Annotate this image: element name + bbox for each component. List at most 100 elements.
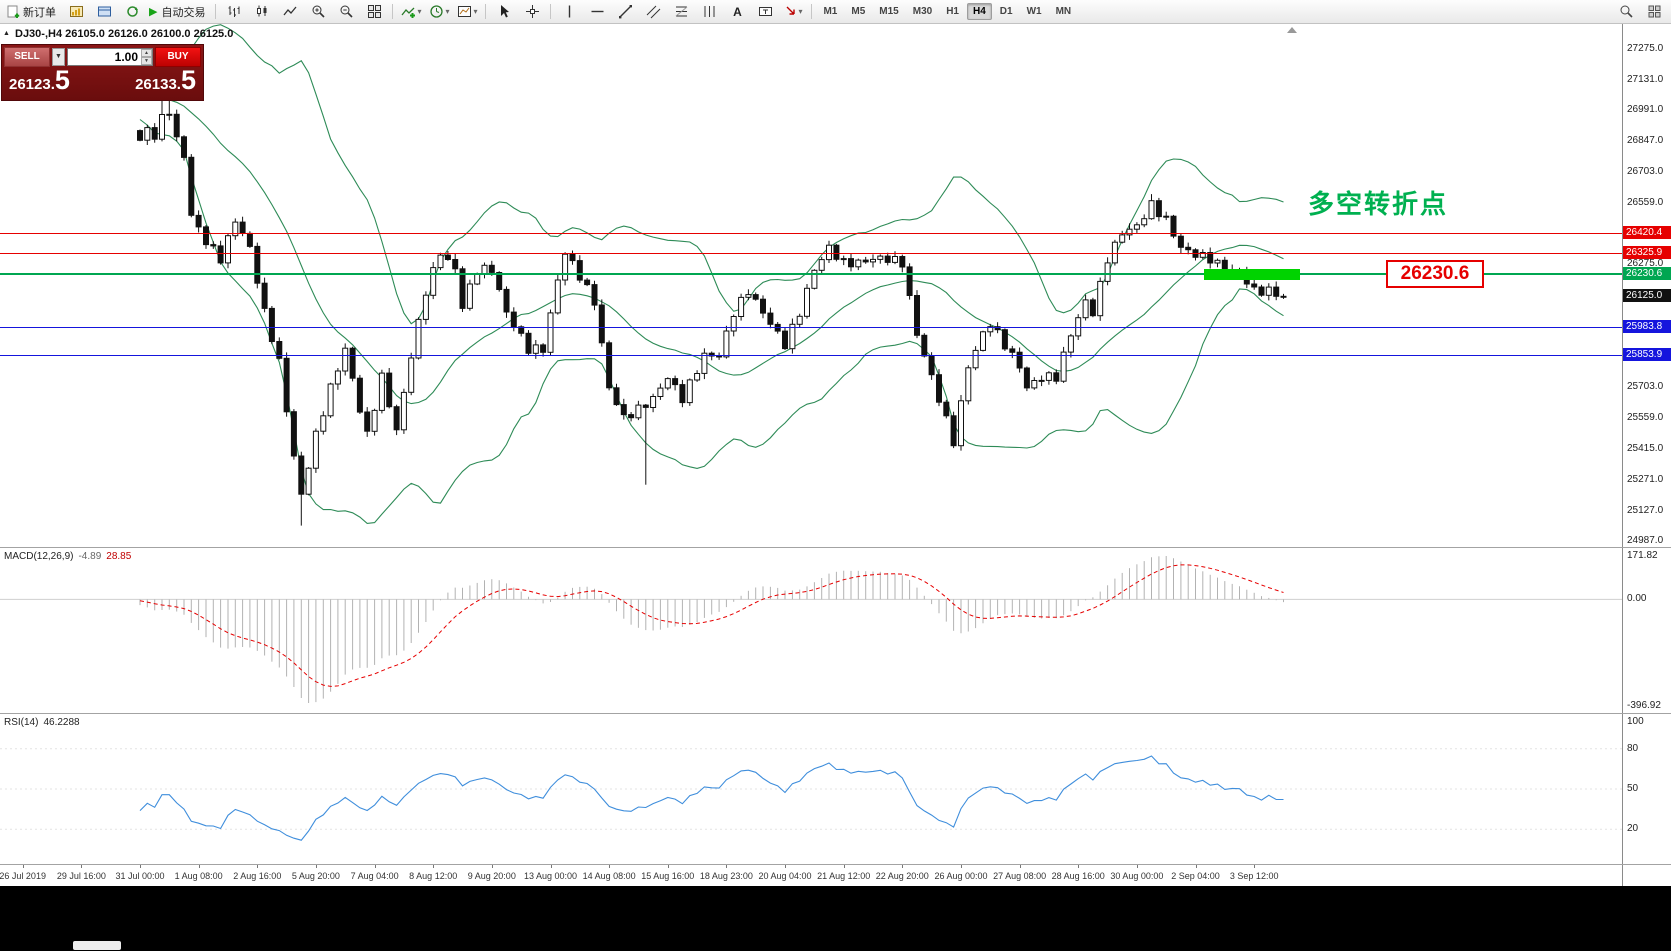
volume-dropdown-icon[interactable]: ▼ [52, 47, 65, 66]
cursor-tool-button[interactable] [490, 1, 518, 23]
arrows-icon [784, 5, 797, 18]
profiles-button[interactable] [90, 1, 118, 23]
price-callout-label[interactable]: 26230.6 [1386, 259, 1484, 288]
time-axis-tick [902, 865, 904, 868]
taskbar-search-box[interactable] [73, 941, 121, 950]
new-order-label: 新订单 [23, 6, 56, 19]
toolbar-separator [485, 4, 487, 19]
templates-button[interactable]: ▾ [453, 1, 481, 23]
zoom-in-button[interactable] [304, 1, 332, 23]
annotation-text[interactable]: 多空转折点 [1308, 189, 1449, 219]
horizontal-level-line[interactable] [0, 272, 1622, 275]
indicators-icon [401, 4, 416, 19]
time-axis-label: 26 Jul 2019 [0, 871, 46, 881]
macd-panel[interactable] [0, 548, 1622, 713]
line-chart-icon [283, 4, 298, 19]
cycle-lines-tool-button[interactable] [695, 1, 723, 23]
search-button[interactable] [1612, 1, 1640, 23]
macd-scale-min: -396.92 [1627, 700, 1661, 711]
trendline-tool-button[interactable] [611, 1, 639, 23]
channel-icon [646, 4, 661, 19]
indicators-button[interactable]: ▾ [397, 1, 425, 23]
price-badge: 25853.9 [1623, 347, 1671, 361]
text-tool-button[interactable]: A [723, 1, 751, 23]
line-chart-button[interactable] [276, 1, 304, 23]
panel-splitter[interactable] [0, 547, 1671, 548]
candlestick-chart-button[interactable] [248, 1, 276, 23]
fibonacci-icon [674, 4, 689, 19]
timeframe-H1[interactable]: H1 [946, 6, 959, 17]
crosshair-tool-button[interactable] [518, 1, 546, 23]
toolbar-overflow-button[interactable] [1640, 1, 1668, 23]
time-axis-label: 30 Aug 00:00 [1110, 871, 1164, 881]
periods-button[interactable]: ▾ [425, 1, 453, 23]
price-axis-label: 26275.0 [1627, 258, 1664, 269]
tile-windows-button[interactable] [360, 1, 388, 23]
time-axis-tick [550, 865, 552, 868]
sell-button[interactable]: SELL [4, 46, 50, 67]
panel-splitter[interactable] [0, 864, 1671, 865]
time-axis[interactable]: 26 Jul 2019 29 Jul 16:00 31 Jul 00:00 1 Aug… [0, 865, 1622, 886]
time-axis-label: 29 Jul 16:00 [56, 871, 106, 881]
price-axis[interactable]: 27275.0 27131.0 26991.0 26847.0 26703.0 26559… [1622, 24, 1671, 886]
taskbar [0, 886, 1671, 951]
arrows-tool-button[interactable]: ▾ [779, 1, 807, 23]
time-axis-label: 3 Sep 12:00 [1229, 871, 1279, 881]
time-axis-label: 26 Aug 00:00 [934, 871, 988, 881]
volume-spinner[interactable]: ▲ ▼ [141, 48, 152, 65]
panel-splitter[interactable] [0, 713, 1671, 714]
spinner-down-icon[interactable]: ▼ [141, 56, 152, 65]
charts-icon [69, 4, 84, 19]
time-axis-label: 8 Aug 12:00 [409, 871, 458, 881]
horizontal-level-line[interactable] [0, 326, 1622, 328]
charts-button[interactable] [62, 1, 90, 23]
time-axis-label: 14 Aug 08:00 [582, 871, 636, 881]
profiles-icon [97, 4, 112, 19]
one-click-panel-toggle[interactable]: ▲ [3, 30, 10, 37]
bar-chart-button[interactable] [220, 1, 248, 23]
chevron-down-icon: ▾ [445, 7, 450, 16]
horizontal-line-tool-button[interactable] [583, 1, 611, 23]
new-order-button[interactable]: 新订单 [3, 1, 62, 23]
refresh-button[interactable] [118, 1, 146, 23]
timeframe-M15[interactable]: M15 [879, 6, 899, 17]
toolbar-separator [550, 4, 552, 19]
timeframe-M30[interactable]: M30 [912, 6, 933, 17]
chart-shift-marker-icon[interactable] [1287, 27, 1297, 33]
rsi-panel[interactable] [0, 714, 1622, 864]
highlight-rectangle[interactable] [1204, 268, 1300, 280]
rsi-value: 46.2288 [43, 717, 80, 728]
vertical-line-tool-button[interactable] [555, 1, 583, 23]
autotrading-play-icon: ▶ [149, 6, 158, 18]
timeframe-M1[interactable]: M1 [823, 6, 838, 17]
time-axis-label: 15 Aug 16:00 [641, 871, 695, 881]
timeframe-D1[interactable]: D1 [999, 6, 1013, 17]
autotrading-button[interactable]: ▶ 自动交易 [146, 1, 211, 23]
time-axis-label: 1 Aug 08:00 [174, 871, 223, 881]
zoom-out-button[interactable] [332, 1, 360, 23]
overflow-grid-icon [1647, 4, 1662, 19]
channel-tool-button[interactable] [639, 1, 667, 23]
volume-input[interactable] [67, 47, 153, 66]
time-axis-label: 2 Aug 16:00 [233, 871, 282, 881]
timeframe-H4[interactable]: H4 [966, 3, 992, 20]
spinner-up-icon[interactable]: ▲ [141, 48, 152, 57]
timeframe-M5[interactable]: M5 [851, 6, 866, 17]
time-axis-tick [1195, 865, 1197, 868]
text-label-tool-button[interactable] [751, 1, 779, 23]
rsi-scale-label: 20 [1627, 823, 1639, 835]
sell-price: 26123.5 [9, 65, 70, 95]
timeframe-MN[interactable]: MN [1055, 6, 1072, 17]
horizontal-level-line[interactable] [0, 253, 1622, 255]
chart-window[interactable]: 26230.6 多空转折点 ▲ DJ30-,H4 26105.0 26126.0… [0, 24, 1671, 886]
current-price-badge: 26125.0 [1623, 289, 1671, 303]
horizontal-level-line[interactable] [0, 232, 1622, 234]
price-axis-label: 27275.0 [1627, 42, 1664, 54]
buy-button[interactable]: BUY [155, 46, 201, 67]
price-chart[interactable] [0, 24, 1622, 547]
time-axis-tick [22, 865, 24, 868]
time-axis-label: 9 Aug 20:00 [467, 871, 516, 881]
horizontal-level-line[interactable] [0, 354, 1622, 356]
fibonacci-tool-button[interactable] [667, 1, 695, 23]
timeframe-W1[interactable]: W1 [1026, 6, 1042, 17]
